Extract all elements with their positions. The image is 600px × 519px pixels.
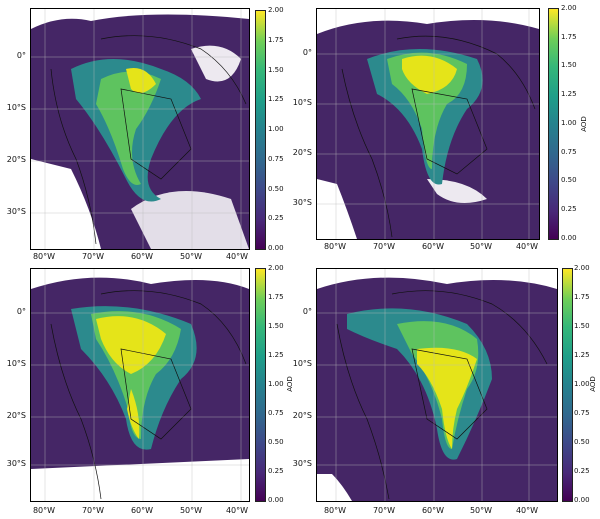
xtick-label: 50°W: [179, 252, 203, 261]
colorbar-tick: 0.25: [268, 214, 284, 222]
colorbar-tick: 0.25: [268, 467, 284, 475]
xtick-label: 70°W: [81, 506, 105, 515]
colorbar-tick: 1.25: [574, 351, 590, 359]
xtick-label: 60°W: [421, 242, 445, 251]
ytick-label: 20°S: [292, 148, 312, 157]
aod-field-c: [31, 269, 249, 501]
colorbar-tick: 0.50: [268, 185, 284, 193]
aod-map-c: [30, 268, 250, 502]
colorbar-label: AOD: [588, 376, 597, 392]
ytick-label: 0°: [16, 51, 26, 60]
aod-field-b: [317, 9, 539, 239]
ytick-label: 10°S: [6, 103, 26, 112]
colorbar-tick: 2.00: [268, 264, 284, 272]
ytick-label: 0°: [16, 307, 26, 316]
xtick-label: 40°W: [225, 506, 249, 515]
colorbar-tick: 0.75: [268, 155, 284, 163]
xtick-label: 60°W: [421, 506, 445, 515]
xtick-label: 70°W: [81, 252, 105, 261]
colorbar-tick: 0.25: [574, 467, 590, 475]
ytick-label: 0°: [302, 307, 312, 316]
ytick-label: 10°S: [6, 359, 26, 368]
colorbar-tick: 1.00: [268, 380, 284, 388]
colorbar-tick: 0.00: [574, 496, 590, 504]
ytick-label: 20°S: [6, 411, 26, 420]
ytick-label: 30°S: [6, 207, 26, 216]
colorbar-tick: 0.00: [268, 244, 284, 252]
colorbar-tick: 1.25: [268, 351, 284, 359]
xtick-label: 40°W: [515, 506, 539, 515]
colorbar-tick: 2.00: [574, 264, 590, 272]
xtick-label: 70°W: [372, 242, 396, 251]
colorbar-tick: 0.50: [268, 438, 284, 446]
colorbar-d: [562, 268, 573, 502]
xtick-label: 40°W: [225, 252, 249, 261]
colorbar-tick: 1.75: [574, 293, 590, 301]
colorbar-tick: 1.25: [268, 95, 284, 103]
colorbar-tick: 1.50: [268, 66, 284, 74]
colorbar-tick: 0.00: [268, 496, 284, 504]
xtick-label: 40°W: [515, 242, 539, 251]
aod-field-a: [31, 9, 249, 249]
aod-map-a: [30, 8, 250, 250]
colorbar-tick: 1.50: [561, 61, 577, 69]
xtick-label: 80°W: [32, 252, 56, 261]
xtick-label: 80°W: [323, 506, 347, 515]
colorbar-label: AOD: [285, 376, 294, 392]
colorbar-label: AOD: [579, 116, 588, 132]
colorbar-tick: 0.50: [574, 438, 590, 446]
ytick-label: 30°S: [292, 198, 312, 207]
colorbar-tick: 0.50: [561, 176, 577, 184]
colorbar-tick: 1.00: [561, 119, 577, 127]
colorbar-tick: 2.00: [561, 4, 577, 12]
xtick-label: 80°W: [323, 242, 347, 251]
colorbar-tick: 2.00: [268, 6, 284, 14]
colorbar-c: [255, 268, 266, 502]
colorbar-tick: 1.00: [574, 380, 590, 388]
colorbar-tick: 0.75: [574, 409, 590, 417]
ytick-label: 20°S: [6, 155, 26, 164]
colorbar-tick: 0.75: [268, 409, 284, 417]
colorbar-tick: 1.50: [574, 322, 590, 330]
colorbar-tick: 1.25: [561, 90, 577, 98]
colorbar-tick: 1.75: [561, 33, 577, 41]
colorbar-b: [548, 8, 559, 240]
xtick-label: 60°W: [130, 252, 154, 261]
colorbar-a: [255, 10, 266, 250]
xtick-label: 50°W: [469, 506, 493, 515]
ytick-label: 30°S: [292, 459, 312, 468]
xtick-label: 50°W: [179, 506, 203, 515]
xtick-label: 60°W: [130, 506, 154, 515]
ytick-label: 30°S: [6, 459, 26, 468]
aod-map-b: [316, 8, 540, 240]
xtick-label: 50°W: [469, 242, 493, 251]
ytick-label: 20°S: [292, 411, 312, 420]
ytick-label: 0°: [302, 48, 312, 57]
aod-map-d: [316, 268, 558, 502]
xtick-label: 80°W: [32, 506, 56, 515]
colorbar-tick: 1.00: [268, 125, 284, 133]
ytick-label: 10°S: [292, 98, 312, 107]
colorbar-tick: 1.75: [268, 293, 284, 301]
colorbar-tick: 0.25: [561, 205, 577, 213]
colorbar-tick: 1.75: [268, 36, 284, 44]
ytick-label: 10°S: [292, 359, 312, 368]
colorbar-tick: 1.50: [268, 322, 284, 330]
colorbar-tick: 0.00: [561, 234, 577, 242]
xtick-label: 70°W: [372, 506, 396, 515]
aod-field-d: [317, 269, 557, 501]
colorbar-tick: 0.75: [561, 148, 577, 156]
